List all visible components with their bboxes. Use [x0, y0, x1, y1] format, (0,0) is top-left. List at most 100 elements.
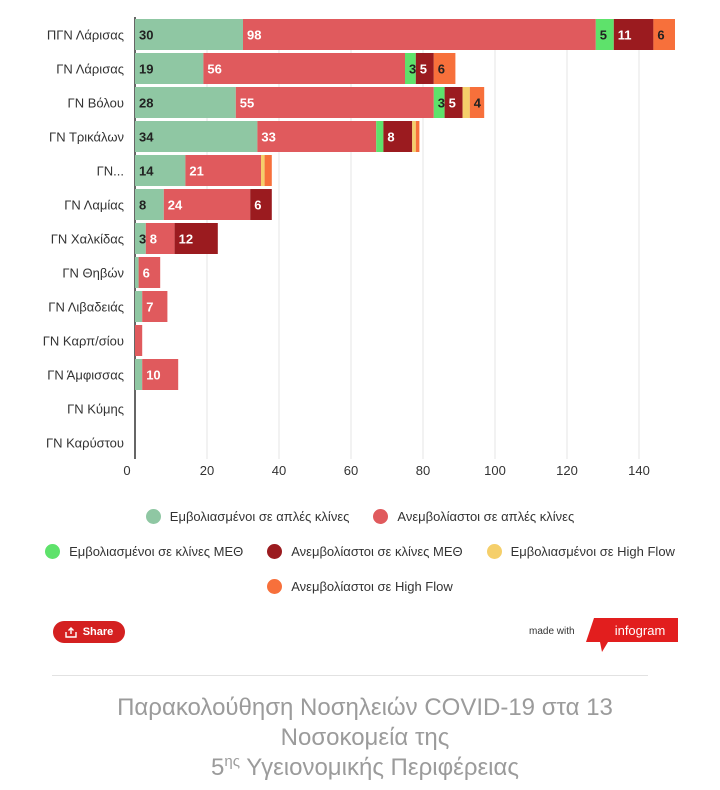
bar-value-label: 24: [168, 198, 183, 213]
bar-segment: [203, 53, 405, 84]
bar-segment: [135, 291, 143, 322]
legend-label: Εμβολιασμένοι σε κλίνες ΜΕΘ: [69, 544, 244, 559]
stacked-bar-chart: 30 98 5 11 619 56 3 5 628 55 3 5 434 33 814 218 24 63 8 126…: [43, 17, 675, 478]
made-with-text: made with: [529, 626, 575, 637]
legend-item-vacc-icu[interactable]: Εμβολιασμένοι σε κλίνες ΜΕΘ: [45, 544, 243, 559]
category-label: ΓΝ Βόλου: [68, 96, 124, 111]
bar-value-label: 21: [189, 164, 203, 179]
bar-segment: [444, 87, 463, 118]
legend-item-unvacc-simple[interactable]: Ανεμβολίαστοι σε απλές κλίνες: [373, 509, 574, 524]
bar-value-label: 3: [438, 96, 445, 111]
bar-value-label: 5: [449, 96, 456, 111]
legend-row-3: Ανεμβολίαστοι σε High Flow: [0, 579, 720, 594]
x-tick-label: 0: [123, 463, 130, 478]
bar-segment: [135, 325, 143, 356]
bar-value-label: 33: [261, 130, 275, 145]
category-label: ΓΝ Καρύστου: [46, 436, 124, 451]
bar-value-label: 10: [146, 368, 160, 383]
bar-segment: [257, 121, 377, 152]
category-label: ΓΝ Άμφισσας: [47, 368, 124, 383]
divider: [52, 675, 648, 676]
bar-segment: [135, 223, 146, 254]
category-label: ΓΝ Λιβαδειάς: [48, 300, 124, 315]
caption-line-1: Παρακολούθηση Νοσηλειών COVID-19 στα 13: [117, 694, 613, 721]
share-icon: [65, 626, 77, 638]
bar-segment: [142, 291, 168, 322]
legend-label: Εμβολιασμένοι σε High Flow: [510, 544, 675, 559]
bars: 30 98 5 11 619 56 3 5 628 55 3 5 434 33 814 218 24 63 8 126…: [135, 19, 675, 390]
bar-value-label: 55: [240, 96, 254, 111]
bar-value-label: 30: [139, 28, 153, 43]
legend-dot: [373, 509, 389, 524]
bar-segment: [433, 53, 456, 84]
legend-dot: [267, 579, 283, 594]
legend-dot: [45, 544, 61, 559]
x-tick-label: 80: [416, 463, 430, 478]
bar-value-label: 3: [139, 232, 146, 247]
infogram-logo[interactable]: infogram: [586, 618, 678, 652]
bar-segment: [135, 87, 236, 118]
x-tick-label: 20: [200, 463, 214, 478]
bar-segment: [415, 53, 434, 84]
category-label: ΓΝ Κύμης: [67, 402, 124, 417]
category-label: ΓΝ Θηβών: [62, 266, 124, 281]
bar-segment: [613, 19, 654, 50]
legend-dot: [145, 509, 161, 524]
bar-value-label: 5: [420, 62, 427, 77]
legend-label: Εμβολιασμένοι σε απλές κλίνες: [169, 509, 350, 524]
legend-row-1: Εμβολιασμένοι σε απλές κλίνες Ανεμβολίασ…: [0, 509, 720, 524]
bar-segment: [235, 87, 434, 118]
bar-segment: [135, 189, 164, 220]
bar-segment: [412, 121, 416, 152]
legend-item-vacc-highflow[interactable]: Εμβολιασμένοι σε High Flow: [486, 544, 675, 559]
bar-value-label: 19: [139, 62, 153, 77]
bar-segment: [135, 155, 186, 186]
category-label: ΓΝ Τρικάλων: [49, 130, 124, 145]
bar-value-label: 14: [139, 164, 154, 179]
category-label: ΓΝ Καρπ/σίου: [43, 334, 124, 349]
bar-value-label: 98: [247, 28, 261, 43]
bar-segment: [163, 189, 251, 220]
legend-dot: [267, 544, 283, 559]
infogram-brand-text: infogram: [615, 623, 666, 638]
caption-line-3-prefix: 5: [211, 754, 225, 781]
bar-segment: [433, 87, 445, 118]
legend-label: Ανεμβολίαστοι σε κλίνες ΜΕΘ: [291, 544, 463, 559]
bar-value-label: 6: [657, 28, 664, 43]
caption-line-3-rest: Υγειονομικής Περιφέρειας: [239, 754, 519, 781]
bar-segment: [264, 155, 272, 186]
bar-segment: [595, 19, 614, 50]
bar-segment: [250, 189, 272, 220]
bar-segment: [261, 155, 265, 186]
x-tick-label: 100: [484, 463, 506, 478]
bar-segment: [138, 257, 161, 288]
share-label: Share: [82, 626, 114, 638]
bar-segment: [135, 19, 243, 50]
bar-value-label: 4: [474, 96, 482, 111]
category-label: ΓΝ Λαμίας: [64, 198, 124, 213]
share-button[interactable]: Share: [53, 621, 125, 643]
x-axis-tick-labels: 0 20 40 60 80 100 120 140: [123, 463, 649, 478]
x-tick-label: 140: [628, 463, 650, 478]
bar-value-label: 34: [139, 130, 154, 145]
bar-segment: [145, 223, 175, 254]
bar-segment: [405, 53, 416, 84]
bar-segment: [415, 121, 420, 152]
category-label: ΓΝ Χαλκίδας: [51, 232, 124, 247]
x-tick-label: 120: [556, 463, 578, 478]
bar-segment: [376, 121, 384, 152]
legend-item-unvacc-highflow[interactable]: Ανεμβολίαστοι σε High Flow: [267, 579, 453, 594]
bar-value-label: 6: [254, 198, 261, 213]
legend-item-vacc-simple[interactable]: Εμβολιασμένοι σε απλές κλίνες: [145, 509, 350, 524]
caption: Παρακολούθηση Νοσηλειών COVID-19 στα 13 …: [60, 693, 670, 783]
x-tick-label: 40: [272, 463, 286, 478]
bar-segment: [185, 155, 261, 186]
bar-value-label: 28: [139, 96, 153, 111]
bar-value-label: 8: [139, 198, 146, 213]
bar-value-label: 56: [207, 62, 221, 77]
legend-item-unvacc-icu[interactable]: Ανεμβολίαστοι σε κλίνες ΜΕΘ: [267, 544, 463, 559]
bar-value-label: 3: [409, 62, 416, 77]
bar-segment: [383, 121, 413, 152]
bar-value-label: 6: [438, 62, 445, 77]
infogram-logo-shape: [586, 618, 678, 652]
